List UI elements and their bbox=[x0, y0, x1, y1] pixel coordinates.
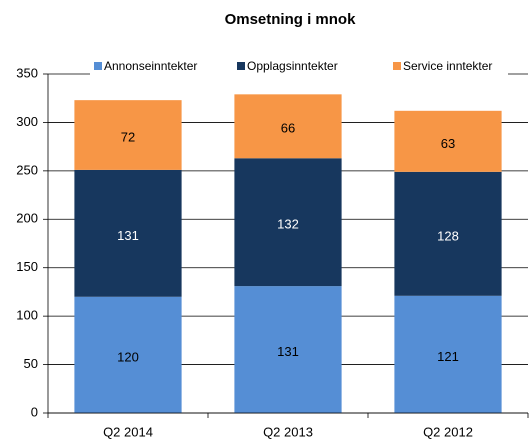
bar-segment bbox=[74, 296, 182, 413]
bar-segment bbox=[394, 171, 502, 296]
legend-swatch bbox=[94, 62, 102, 70]
data-label: 131 bbox=[117, 228, 139, 243]
data-label: 132 bbox=[277, 217, 299, 232]
y-tick-label: 250 bbox=[16, 162, 38, 177]
data-label: 128 bbox=[437, 228, 459, 243]
y-tick-label: 100 bbox=[16, 308, 38, 323]
legend-label: Service inntekter bbox=[403, 59, 492, 73]
y-tick-label: 200 bbox=[16, 211, 38, 226]
x-tick-label: Q2 2013 bbox=[263, 424, 313, 439]
legend-label: Annonseinntekter bbox=[104, 59, 197, 73]
data-label: 66 bbox=[281, 121, 295, 136]
y-tick-label: 150 bbox=[16, 259, 38, 274]
bar-segment bbox=[234, 286, 342, 413]
chart-title: Omsetning i mnok bbox=[225, 11, 357, 28]
data-label: 121 bbox=[437, 349, 459, 364]
legend-swatch bbox=[237, 62, 245, 70]
bar-segment bbox=[234, 158, 342, 287]
bar-segment bbox=[234, 94, 342, 159]
data-label: 63 bbox=[441, 136, 455, 151]
legend-label: Opplagsinntekter bbox=[247, 59, 338, 73]
x-tick-label: Q2 2014 bbox=[103, 424, 153, 439]
data-label: 131 bbox=[277, 344, 299, 359]
y-tick-label: 50 bbox=[24, 356, 38, 371]
legend-background bbox=[90, 58, 508, 76]
bar-segment bbox=[394, 295, 502, 413]
data-label: 72 bbox=[121, 129, 135, 144]
y-tick-label: 350 bbox=[16, 65, 38, 80]
y-tick-label: 0 bbox=[31, 404, 38, 419]
x-tick-label: Q2 2012 bbox=[423, 424, 473, 439]
bar-segment bbox=[74, 100, 182, 170]
bar-segment bbox=[74, 169, 182, 297]
legend-swatch bbox=[393, 62, 401, 70]
data-label: 120 bbox=[117, 349, 139, 364]
bar-segment bbox=[394, 110, 502, 172]
y-tick-label: 300 bbox=[16, 114, 38, 129]
